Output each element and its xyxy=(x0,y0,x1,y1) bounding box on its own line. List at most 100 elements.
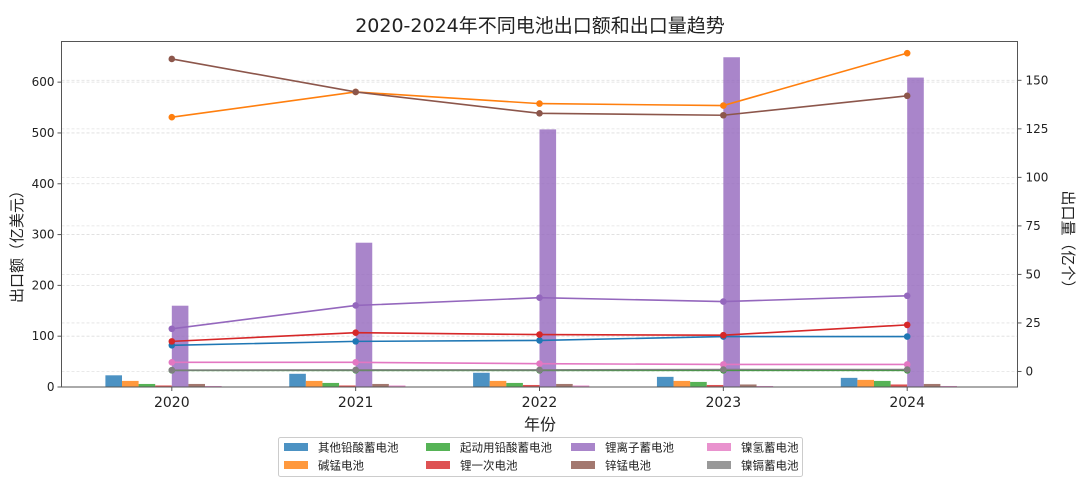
bar xyxy=(940,385,957,387)
bar xyxy=(840,377,858,387)
line-point xyxy=(352,338,359,345)
y-tick-label-right: 25 xyxy=(1026,316,1041,330)
y-tick-label-left: 0 xyxy=(47,380,55,394)
y-ticks-left: 0 100 200 300 400 500 600 xyxy=(32,75,62,394)
line-point xyxy=(720,331,727,339)
line-point xyxy=(903,321,911,329)
x-tick-label: 2022 xyxy=(522,395,558,411)
line-point xyxy=(168,55,176,63)
y-tick-label-right: 150 xyxy=(1026,73,1049,87)
line-point xyxy=(903,333,911,340)
legend-swatch xyxy=(707,443,731,451)
bar xyxy=(656,376,674,387)
line-point xyxy=(168,359,176,366)
legend-swatch xyxy=(426,461,450,469)
y-tick-label-right: 125 xyxy=(1026,122,1049,136)
line-point xyxy=(903,292,911,300)
line-point xyxy=(352,302,359,309)
line-point xyxy=(720,102,727,109)
line-point xyxy=(903,361,911,368)
bar xyxy=(122,380,139,387)
y-tick-label-left: 300 xyxy=(32,228,55,242)
bar xyxy=(539,129,557,387)
chart-title: 2020-2024年不同电池出口额和出口量趋势 xyxy=(355,15,725,37)
legend-label: 锂离子蓄电池 xyxy=(605,441,674,455)
x-axis-label: 年份 xyxy=(524,415,556,434)
y-axis-label-right: 出口量（亿个） xyxy=(1059,190,1077,295)
y-tick-label-left: 600 xyxy=(32,75,55,89)
y-axis-label-left: 出口额（亿美元） xyxy=(8,183,26,303)
line-point xyxy=(536,360,543,368)
line-point xyxy=(536,294,543,302)
y-tick-label-left: 500 xyxy=(32,126,55,140)
legend-label: 其他铅酸蓄电池 xyxy=(318,441,399,455)
legend-swatch xyxy=(571,443,595,451)
line-point xyxy=(536,110,543,117)
legend-swatch xyxy=(426,443,450,451)
bar xyxy=(739,384,757,387)
bar xyxy=(372,383,389,387)
bar xyxy=(890,384,908,387)
bar xyxy=(723,57,740,388)
legend-swatch xyxy=(284,443,308,451)
bar xyxy=(473,372,490,387)
line-point xyxy=(720,361,727,368)
bar xyxy=(322,382,340,387)
x-tick-label: 2023 xyxy=(706,395,742,411)
line-point xyxy=(720,298,727,305)
y-ticks-right: 0 25 50 75 100 125 150 xyxy=(1017,73,1049,378)
x-tick-label: 2020 xyxy=(154,395,190,411)
line-point xyxy=(168,338,176,345)
line-point xyxy=(168,366,176,374)
line-point xyxy=(536,366,543,374)
bar xyxy=(289,373,306,387)
line-point xyxy=(168,325,176,333)
legend-swatch xyxy=(707,461,731,469)
legend-swatch xyxy=(284,461,308,469)
bar xyxy=(690,381,707,387)
bar xyxy=(907,77,924,387)
bar xyxy=(857,379,874,387)
bar xyxy=(305,380,323,387)
legend-label: 起动用铅酸蓄电池 xyxy=(460,441,552,455)
line-point xyxy=(168,113,176,121)
bar xyxy=(756,385,774,387)
y-tick-label-right: 0 xyxy=(1026,364,1034,378)
bar xyxy=(506,382,523,387)
bar xyxy=(873,380,891,387)
bar xyxy=(556,383,573,387)
legend-label: 镍镉蓄电池 xyxy=(741,459,799,473)
lines xyxy=(168,49,911,374)
legend-label: 锌锰电池 xyxy=(605,459,651,473)
line-point xyxy=(352,359,359,366)
line-point xyxy=(903,49,911,57)
x-ticks: 2020 2021 2022 2023 2024 xyxy=(154,387,925,411)
y-tick-label-left: 100 xyxy=(32,329,55,343)
line-point xyxy=(536,337,543,344)
bar xyxy=(138,383,156,387)
line-point xyxy=(352,329,359,336)
bar xyxy=(522,384,540,387)
bar xyxy=(923,383,941,387)
bar xyxy=(339,385,356,387)
bar xyxy=(155,385,172,387)
line-point xyxy=(352,88,359,96)
bar xyxy=(355,242,373,387)
bar xyxy=(706,384,724,387)
legend-label: 碱锰电池 xyxy=(318,459,364,473)
bar xyxy=(388,385,406,387)
y-tick-label-right: 75 xyxy=(1026,219,1041,233)
line-point xyxy=(536,100,543,107)
bar xyxy=(205,385,222,387)
line-point xyxy=(352,366,359,374)
line-point xyxy=(536,331,543,338)
bar xyxy=(171,305,189,387)
line-point xyxy=(903,92,911,100)
y-tick-label-left: 400 xyxy=(32,177,55,191)
x-tick-label: 2024 xyxy=(889,395,925,411)
line-point xyxy=(903,366,911,373)
y-tick-label-right: 50 xyxy=(1026,267,1041,281)
legend-label: 镍氢蓄电池 xyxy=(741,441,799,455)
